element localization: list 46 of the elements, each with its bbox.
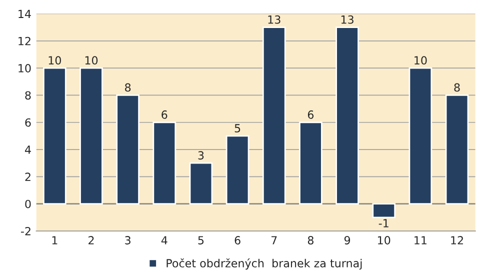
bar	[445, 94, 469, 205]
x-tick-label: 5	[198, 236, 204, 244]
y-tick-label: 10	[18, 64, 31, 72]
data-label: 10	[85, 56, 98, 65]
bar	[42, 67, 66, 205]
data-label: 13	[268, 15, 280, 24]
x-tick-label: 11	[414, 236, 426, 244]
x-tick-label: 3	[125, 236, 130, 244]
legend-label: Počet obdržených branek za turnaj	[166, 258, 362, 270]
bar	[336, 26, 359, 205]
y-tick-label: 12	[18, 36, 30, 46]
x-tick-label: 12	[451, 236, 463, 244]
data-label: 8	[125, 83, 131, 92]
bar	[80, 67, 103, 205]
x-tick-label: 9	[344, 236, 350, 244]
data-label: -1	[378, 219, 388, 228]
x-tick-label: 7	[272, 236, 277, 244]
data-label: 10	[48, 56, 61, 65]
y-tick-label: -2	[20, 226, 30, 236]
y-tick-label: 2	[25, 172, 30, 181]
bar	[152, 122, 176, 205]
y-tick-label: 4	[24, 146, 31, 154]
bar	[408, 67, 432, 205]
data-label: 10	[414, 56, 427, 65]
bar	[262, 26, 286, 205]
bar	[189, 162, 213, 205]
y-tick-label: 6	[25, 118, 31, 127]
data-label: 5	[234, 124, 240, 132]
x-tick-label: 2	[88, 236, 94, 244]
data-label: 6	[162, 110, 168, 119]
data-label: 6	[308, 110, 314, 119]
y-tick-label: 8	[25, 91, 31, 100]
data-label: 13	[341, 15, 354, 24]
bar	[299, 122, 322, 205]
bar	[372, 203, 396, 218]
x-tick-label: 4	[161, 236, 168, 244]
x-tick-label: 6	[234, 236, 240, 244]
x-tick-label: 1	[52, 236, 58, 244]
y-tick-label: 0	[25, 200, 31, 208]
data-label: 3	[198, 151, 204, 160]
x-tick-label: 10	[378, 236, 390, 244]
x-tick-label: 8	[308, 236, 314, 244]
bar	[226, 135, 250, 205]
data-label: 8	[454, 83, 460, 92]
bar	[116, 94, 140, 205]
y-tick-label: 14	[18, 10, 31, 18]
